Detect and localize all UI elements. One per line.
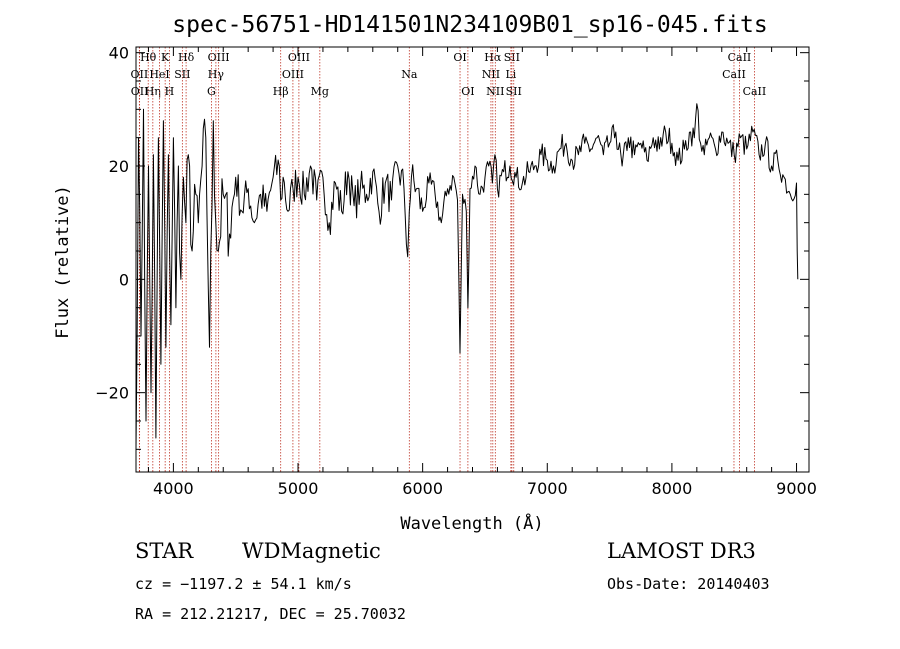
object-subclass: WDMagnetic	[242, 539, 381, 563]
x-tick-label-4: 8000	[652, 479, 693, 498]
line-label-24: SII	[506, 85, 522, 98]
y-axis-label: Flux (relative)	[53, 185, 73, 339]
x-tick-label-1: 5000	[278, 479, 319, 498]
line-label-22: Li	[505, 68, 516, 81]
line-label-15: Mg	[311, 85, 329, 98]
x-tick-label-2: 6000	[402, 479, 443, 498]
line-label-16: Na	[401, 68, 418, 81]
chart-title: spec-56751-HD141501N234109B01_sp16-045.f…	[172, 12, 767, 38]
line-label-5: HeI	[149, 68, 169, 81]
line-label-11: G	[207, 85, 216, 98]
spectrum-series-layer	[135, 103, 799, 450]
line-label-8: SII	[174, 68, 190, 81]
spectrum-line-0	[135, 103, 799, 450]
x-axis-label: Wavelength (Å)	[400, 512, 543, 534]
survey-name: LAMOST DR3	[607, 539, 756, 563]
redshift-text: cz = −1197.2 ± 54.1 km/s	[135, 575, 352, 593]
line-label-26: CaII	[722, 68, 746, 81]
line-label-4: K	[161, 51, 170, 64]
y-tick-label-0: −20	[95, 384, 129, 403]
line-label-10: Hγ	[208, 68, 225, 81]
y-tick-label-1: 0	[119, 270, 129, 289]
line-label-3: Hη	[145, 85, 161, 98]
object-class: STAR	[135, 539, 194, 563]
x-tick-label-5: 9000	[776, 479, 817, 498]
line-label-19: Hα	[484, 51, 502, 64]
line-label-14: Hβ	[273, 85, 289, 98]
y-tick-label-3: 40	[109, 44, 129, 63]
line-label-17: OI	[453, 51, 466, 64]
line-label-18: OI	[461, 85, 474, 98]
obs-date-text: Obs-Date: 20140403	[607, 575, 770, 593]
y-tick-label-2: 20	[109, 157, 129, 176]
axis-ticks-layer: 4000 5000 6000 7000 8000 9000 −20 0 20 40	[95, 44, 817, 498]
x-tick-label-0: 4000	[153, 479, 194, 498]
line-label-13: OIII	[282, 68, 304, 81]
line-label-20: SII	[504, 51, 520, 64]
plot-frame	[135, 46, 810, 473]
line-label-27: CaII	[743, 85, 767, 98]
line-label-12: OIII	[288, 51, 310, 64]
line-label-6: H	[165, 85, 175, 98]
x-tick-label-3: 7000	[527, 479, 568, 498]
line-label-9: OIII	[208, 51, 230, 64]
coordinates-text: RA = 212.21217, DEC = 25.70032	[135, 605, 406, 623]
line-label-21: NII	[482, 68, 500, 81]
line-label-2: OII	[131, 85, 149, 98]
line-label-7: Hδ	[178, 51, 195, 64]
line-label-25: CaII	[728, 51, 752, 64]
line-label-23: NII	[486, 85, 504, 98]
